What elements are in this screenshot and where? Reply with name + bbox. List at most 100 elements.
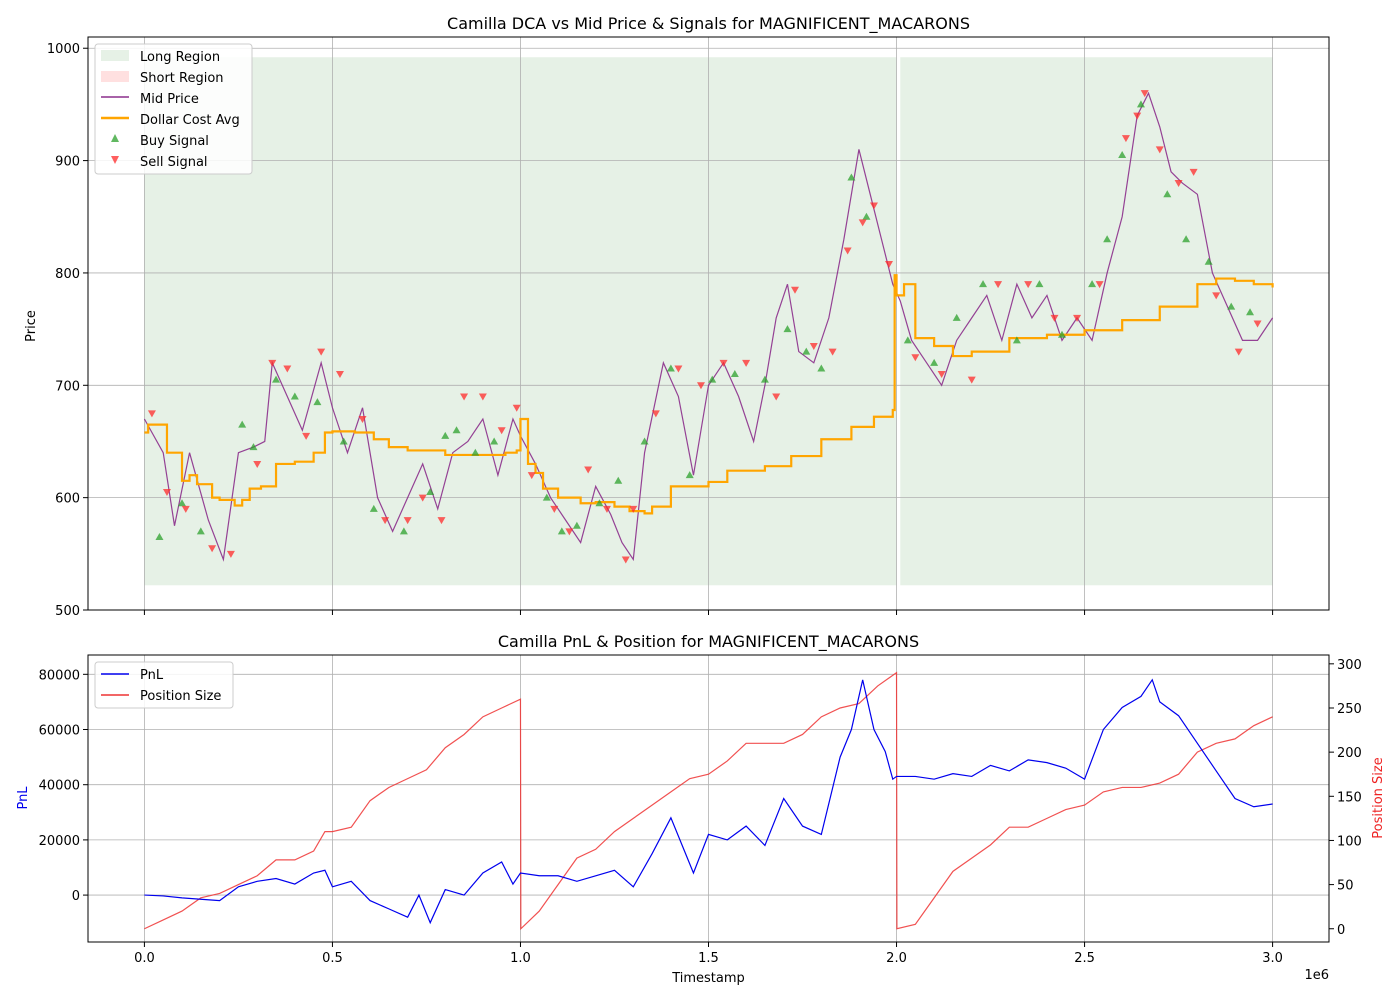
buy-signal-marker (572, 521, 581, 529)
sell-signal-marker (843, 247, 852, 255)
buy-signal-marker (399, 527, 408, 535)
sell-signal-marker (550, 505, 559, 513)
buy-signal-marker (903, 336, 912, 344)
buy-signal-marker (1088, 280, 1097, 288)
sell-signal-marker (253, 460, 262, 468)
buy-signal-marker (490, 437, 499, 445)
sell-signal-marker (742, 359, 751, 367)
price-legend-box (94, 43, 253, 175)
sell-signal-marker (1133, 112, 1142, 120)
price-panel: Camilla DCA vs Mid Price & Signals for M… (24, 14, 1330, 619)
pnl-x-tick-label-1: 0.5 (322, 951, 343, 966)
buy-signal-marker (471, 448, 480, 456)
pnl-panel: Camilla PnL & Position for MAGNIFICENT_M… (16, 632, 1386, 986)
sell-signal-marker (317, 348, 326, 356)
buy-signal-marker (862, 212, 871, 220)
buy-signal-marker (847, 173, 856, 181)
pnl-x-tick-label-2: 1.0 (510, 951, 531, 966)
sell-signal-marker (497, 427, 506, 435)
price-y-tick-label-5: 1000 (47, 42, 80, 57)
buy-signal-marker (730, 370, 739, 378)
pnl-x-tick-label-4: 2.0 (886, 951, 907, 966)
buy-signal-marker (1012, 336, 1021, 344)
buy-signal-marker (249, 443, 258, 451)
sell-signal-marker (584, 466, 593, 474)
pnl-y-axis-right: 0 50 100 150 200 250 300 (1329, 658, 1362, 938)
pnl-grid (88, 655, 1329, 942)
sell-signal-marker (1024, 281, 1033, 289)
pnl-y-tick-label-4: 80000 (39, 668, 80, 683)
dca-line (144, 274, 1274, 515)
position-y-tick-label-1: 50 (1337, 879, 1354, 894)
price-y-label: Price (24, 310, 39, 342)
sell-signal-marker (381, 517, 390, 525)
price-x-axis (143, 610, 1274, 615)
sell-signal-marker (527, 472, 536, 480)
price-chart-title: Camilla DCA vs Mid Price & Signals for M… (447, 14, 970, 34)
buy-signal-marker (1227, 302, 1236, 310)
price-y-tick-label-4: 900 (55, 155, 80, 170)
buy-signal-marker (1204, 257, 1213, 265)
sell-signal-marker (858, 219, 867, 227)
position-y-tick-label-2: 100 (1337, 834, 1362, 849)
position-y-label: Position Size (1371, 757, 1386, 838)
buy-signal-marker (178, 499, 187, 507)
buy-signal-marker (272, 375, 281, 383)
buy-signal-marker (452, 426, 461, 434)
sell-signal-marker (719, 359, 728, 367)
sell-signal-marker (283, 365, 292, 373)
pnl-series-layer (144, 671, 1273, 931)
sell-signal-marker (1189, 168, 1198, 176)
pnl-y-label: PnL (16, 786, 31, 810)
x-offset-label: 1e6 (1304, 968, 1329, 983)
pnl-y-tick-label-1: 20000 (39, 834, 80, 849)
sell-signal-marker (696, 382, 705, 390)
buy-signal-marker (952, 313, 961, 321)
buy-signal-marker (979, 280, 988, 288)
buy-signal-marker (313, 398, 322, 406)
buy-signal-marker (1136, 100, 1145, 108)
sell-signal-marker (418, 494, 427, 502)
pnl-y-tick-label-3: 60000 (39, 724, 80, 739)
sell-signal-marker (674, 365, 683, 373)
pnl-chart-title: Camilla PnL & Position for MAGNIFICENT_M… (498, 632, 919, 652)
pnl-x-axis: 0.0 0.5 1.0 1.5 2.0 2.5 3.0 (134, 942, 1283, 966)
price-y-tick-label-1: 600 (55, 492, 80, 507)
buy-signal-marker (441, 431, 450, 439)
buy-signal-marker (802, 347, 811, 355)
pnl-legend-box (94, 661, 234, 709)
sell-signal-marker (1140, 90, 1149, 98)
buy-signal-marker (1118, 150, 1127, 158)
sell-signal-marker (885, 260, 894, 268)
sell-signal-marker (1050, 314, 1059, 322)
sell-signal-marker (1212, 292, 1221, 300)
buy-signal-marker (557, 527, 566, 535)
pnl-x-tick-label-0: 0.0 (134, 951, 155, 966)
legend-label-pnl: PnL (140, 668, 164, 683)
buy-signal-marker (1035, 280, 1044, 288)
sell-signal-marker (621, 556, 630, 564)
pnl-x-tick-label-5: 2.5 (1074, 951, 1095, 966)
price-y-tick-label-2: 700 (55, 379, 80, 394)
sell-signal-marker (358, 416, 367, 423)
legend-label-dca: Dollar Cost Avg (140, 113, 240, 128)
pnl-line (144, 678, 1273, 925)
pnl-y-tick-label-0: 0 (72, 889, 80, 904)
signals-layer (147, 90, 1262, 564)
buy-signal-marker (640, 437, 649, 445)
sell-signal-marker (790, 286, 799, 294)
sell-signal-marker (147, 410, 156, 418)
legend-label-long-region: Long Region (140, 50, 220, 65)
long-region-1 (900, 57, 1273, 586)
buy-signal-marker (685, 471, 694, 479)
sell-signal-marker (1253, 320, 1262, 328)
sell-signal-marker (437, 517, 446, 525)
sell-signal-marker (268, 359, 277, 367)
position-y-tick-label-4: 200 (1337, 746, 1362, 761)
legend-label-mid-price: Mid Price (140, 92, 199, 107)
sell-signal-marker (181, 505, 190, 513)
sell-signal-marker (994, 281, 1003, 289)
position-size-line (144, 671, 1273, 931)
sell-signal-marker (335, 371, 344, 379)
